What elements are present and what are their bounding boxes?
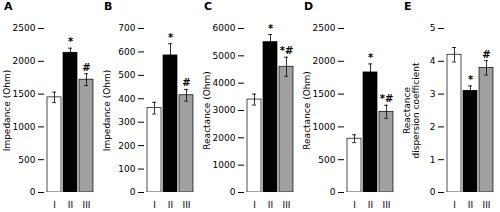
svg-text:III: III bbox=[283, 200, 291, 210]
svg-text:II: II bbox=[468, 200, 473, 210]
svg-text:*: * bbox=[368, 52, 374, 63]
svg-text:5000: 5000 bbox=[213, 51, 236, 61]
svg-text:*: * bbox=[468, 74, 474, 85]
svg-text:*: * bbox=[268, 23, 274, 34]
svg-text:*#: *# bbox=[280, 45, 294, 56]
svg-text:600: 600 bbox=[118, 47, 135, 57]
svg-text:0: 0 bbox=[230, 187, 236, 197]
svg-text:1000: 1000 bbox=[13, 122, 36, 132]
svg-text:1000: 1000 bbox=[313, 122, 336, 132]
svg-text:Reactancedispersion coefficien: Reactancedispersion coefficient bbox=[402, 62, 421, 158]
svg-text:1: 1 bbox=[430, 155, 436, 165]
svg-text:0: 0 bbox=[430, 187, 436, 197]
svg-text:2: 2 bbox=[430, 122, 436, 132]
svg-text:0: 0 bbox=[330, 187, 336, 197]
html-text:D: D bbox=[304, 0, 314, 13]
svg-text:Reactance (Ohm): Reactance (Ohm) bbox=[302, 71, 312, 150]
svg-text:I: I bbox=[353, 200, 356, 210]
svg-text:#: # bbox=[182, 77, 190, 88]
svg-text:4: 4 bbox=[430, 56, 436, 66]
svg-text:500: 500 bbox=[118, 70, 135, 80]
svg-text:0: 0 bbox=[130, 187, 136, 197]
svg-text:2000: 2000 bbox=[13, 56, 36, 66]
svg-text:#: # bbox=[82, 62, 90, 73]
svg-text:#: # bbox=[482, 49, 490, 60]
html-text:B: B bbox=[104, 0, 113, 13]
svg-text:200: 200 bbox=[118, 141, 135, 151]
html-text:C: C bbox=[204, 0, 213, 13]
svg-text:*#: *# bbox=[380, 93, 394, 104]
svg-text:Reactance (Ohm): Reactance (Ohm) bbox=[202, 71, 212, 150]
svg-text:400: 400 bbox=[118, 94, 135, 104]
svg-text:3: 3 bbox=[430, 89, 436, 99]
svg-text:I: I bbox=[453, 200, 456, 210]
svg-text:2500: 2500 bbox=[313, 23, 336, 33]
svg-text:II: II bbox=[68, 200, 73, 210]
svg-text:500: 500 bbox=[318, 155, 335, 165]
svg-text:III: III bbox=[83, 200, 91, 210]
svg-text:2000: 2000 bbox=[313, 56, 336, 66]
svg-text:III: III bbox=[483, 200, 491, 210]
svg-text:Impedance (Ohm): Impedance (Ohm) bbox=[2, 70, 12, 152]
svg-text:II: II bbox=[168, 200, 173, 210]
svg-text:*: * bbox=[68, 36, 74, 47]
svg-text:1500: 1500 bbox=[313, 89, 336, 99]
svg-text:*: * bbox=[168, 32, 174, 43]
svg-text:100: 100 bbox=[118, 164, 135, 174]
svg-text:1000: 1000 bbox=[213, 160, 236, 170]
svg-text:500: 500 bbox=[18, 155, 35, 165]
svg-text:III: III bbox=[183, 200, 191, 210]
svg-text:I: I bbox=[253, 200, 256, 210]
svg-text:1500: 1500 bbox=[13, 89, 36, 99]
svg-text:2000: 2000 bbox=[213, 133, 236, 143]
svg-text:II: II bbox=[268, 200, 273, 210]
svg-text:III: III bbox=[383, 200, 391, 210]
svg-text:I: I bbox=[153, 200, 156, 210]
svg-text:II: II bbox=[368, 200, 373, 210]
svg-text:2500: 2500 bbox=[13, 23, 36, 33]
svg-text:5: 5 bbox=[430, 23, 436, 33]
html-text:E: E bbox=[404, 0, 412, 13]
svg-text:3000: 3000 bbox=[213, 105, 236, 115]
svg-text:4000: 4000 bbox=[213, 78, 236, 88]
svg-text:700: 700 bbox=[118, 23, 135, 33]
svg-text:6000: 6000 bbox=[213, 23, 236, 33]
svg-text:0: 0 bbox=[30, 187, 36, 197]
html-text:A: A bbox=[4, 0, 13, 13]
svg-text:300: 300 bbox=[118, 117, 135, 127]
svg-text:I: I bbox=[53, 200, 56, 210]
svg-text:Impedance (Ohm): Impedance (Ohm) bbox=[102, 70, 112, 152]
